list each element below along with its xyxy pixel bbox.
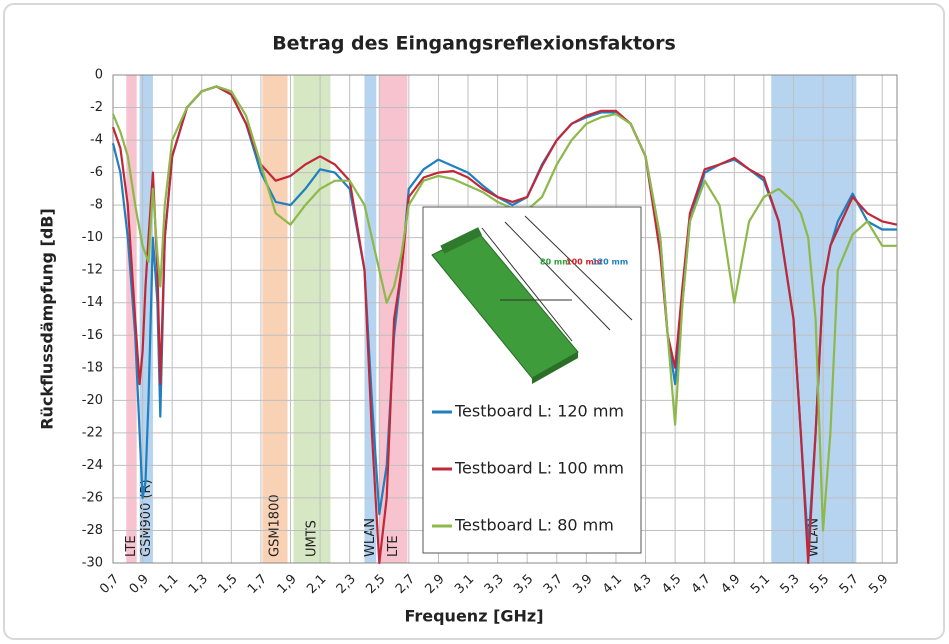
- y-tick-label: -20: [82, 393, 103, 408]
- y-axis-label: Rückflussdämpfung [dB]: [38, 208, 57, 430]
- chart-title: Betrag des Eingangsreflexionsfaktors: [272, 33, 676, 55]
- y-tick-label: -24: [82, 458, 103, 473]
- band-label: GSM900 (R): [139, 479, 154, 557]
- y-tick-label: -14: [82, 295, 103, 310]
- y-tick-label: -10: [82, 230, 103, 245]
- y-tick-label: -8: [90, 198, 103, 213]
- y-tick-label: -18: [82, 360, 103, 375]
- band-label: LTE: [386, 535, 401, 557]
- legend-label: Testboard L: 120 mm: [454, 402, 624, 421]
- y-tick-label: -28: [82, 523, 103, 538]
- y-tick-label: -2: [90, 100, 103, 115]
- band-label: WLAN: [363, 518, 378, 557]
- legend-label: Testboard L: 100 mm: [454, 459, 624, 478]
- frequency-band: [293, 75, 330, 563]
- frequency-band: [262, 75, 287, 563]
- band-label: UMTS: [304, 520, 319, 557]
- y-tick-label: -6: [90, 165, 103, 180]
- x-axis-label: Frequenz [GHz]: [404, 607, 543, 626]
- frequency-band: [771, 75, 856, 563]
- band-label: LTE: [124, 535, 139, 557]
- inset-label: 120 mm: [592, 258, 628, 267]
- y-tick-label: 0: [95, 68, 103, 83]
- y-tick-label: -22: [82, 425, 103, 440]
- page: Betrag des Eingangsreflexionsfaktors Fre…: [0, 0, 949, 644]
- y-tick-label: -30: [82, 556, 103, 571]
- chart: Betrag des Eingangsreflexionsfaktors Fre…: [0, 0, 949, 644]
- band-label: GSM1800: [267, 494, 282, 557]
- legend-label: Testboard L: 80 mm: [454, 516, 614, 535]
- y-tick-label: -16: [82, 328, 103, 343]
- y-tick-label: -12: [82, 263, 103, 278]
- y-tick-label: -26: [82, 490, 103, 505]
- y-tick-label: -4: [90, 133, 103, 148]
